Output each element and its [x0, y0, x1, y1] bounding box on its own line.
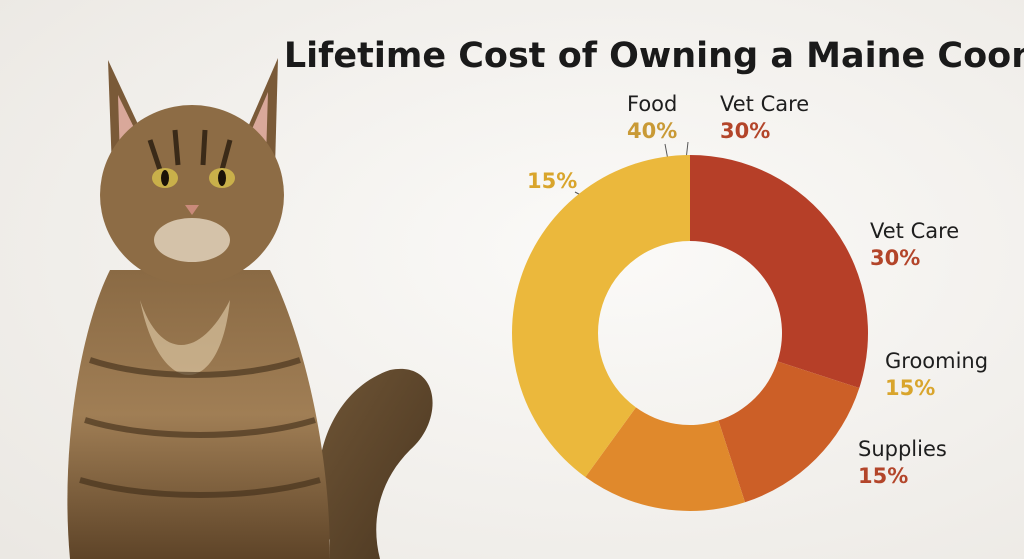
- annotation-value: 30%: [720, 119, 770, 143]
- slice-value-label: 40%: [627, 119, 677, 143]
- slice-value-label: 15%: [885, 376, 935, 400]
- slice-value-label: 30%: [870, 246, 920, 270]
- donut-slice: [690, 155, 868, 389]
- slice-label: Food: [627, 92, 677, 116]
- donut-slice: [585, 407, 746, 511]
- donut-slice: [512, 155, 690, 478]
- chart-title: Lifetime Cost of Owning a Maine Coon: [284, 36, 1024, 76]
- slice-label: Grooming: [885, 349, 988, 373]
- slice-value-label: 15%: [858, 464, 908, 488]
- donut-slice: [718, 361, 860, 503]
- slice-label: Vet Care: [870, 219, 959, 243]
- cat-photo: [67, 58, 433, 559]
- annotation-label: Vet Care: [720, 92, 809, 116]
- annotation-value: 15%: [527, 169, 577, 193]
- slice-label: Supplies: [858, 437, 947, 461]
